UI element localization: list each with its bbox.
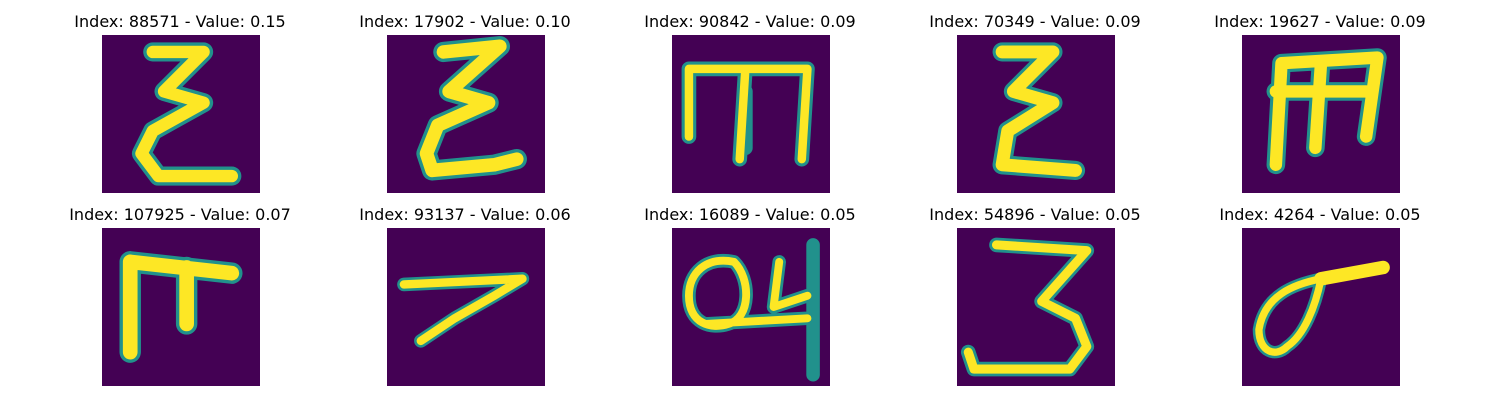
panel-image: [672, 228, 830, 386]
glyph-image: [957, 228, 1115, 386]
panel-title: Index: 4264 - Value: 0.05: [1219, 205, 1421, 224]
panel-image: [957, 35, 1115, 193]
glyph-image: [1242, 228, 1400, 386]
glyph-image: [102, 35, 260, 193]
panel-title: Index: 16089 - Value: 0.05: [644, 205, 856, 224]
panel-image: [102, 35, 260, 193]
panel-image: [387, 228, 545, 386]
glyph-image: [387, 228, 545, 386]
glyph-image: [102, 228, 260, 386]
panel: Index: 93137 - Value: 0.06: [315, 203, 615, 393]
panel: Index: 88571 - Value: 0.15: [30, 10, 330, 200]
panel-title: Index: 17902 - Value: 0.10: [359, 12, 571, 31]
glyph-image: [957, 35, 1115, 193]
panel-title: Index: 93137 - Value: 0.06: [359, 205, 571, 224]
panel-title: Index: 54896 - Value: 0.05: [929, 205, 1141, 224]
panel: Index: 17902 - Value: 0.10: [315, 10, 615, 200]
panel: Index: 19627 - Value: 0.09: [1170, 10, 1470, 200]
panel-title: Index: 70349 - Value: 0.09: [929, 12, 1141, 31]
panel-image: [1242, 228, 1400, 386]
panel-image: [387, 35, 545, 193]
panel: Index: 90842 - Value: 0.09: [600, 10, 900, 200]
panel-title: Index: 88571 - Value: 0.15: [74, 12, 286, 31]
panel-title: Index: 19627 - Value: 0.09: [1214, 12, 1426, 31]
panel-image: [1242, 35, 1400, 193]
panel: Index: 54896 - Value: 0.05: [885, 203, 1185, 393]
glyph-image: [387, 35, 545, 193]
glyph-image: [672, 35, 830, 193]
panel: Index: 16089 - Value: 0.05: [600, 203, 900, 393]
panel-title: Index: 107925 - Value: 0.07: [69, 205, 291, 224]
panel-image: [957, 228, 1115, 386]
glyph-image: [1242, 35, 1400, 193]
panel: Index: 4264 - Value: 0.05: [1170, 203, 1470, 393]
glyph-image: [672, 228, 830, 386]
panel: Index: 107925 - Value: 0.07: [30, 203, 330, 393]
panel: Index: 70349 - Value: 0.09: [885, 10, 1185, 200]
panel-title: Index: 90842 - Value: 0.09: [644, 12, 856, 31]
panel-image: [672, 35, 830, 193]
panel-image: [102, 228, 260, 386]
